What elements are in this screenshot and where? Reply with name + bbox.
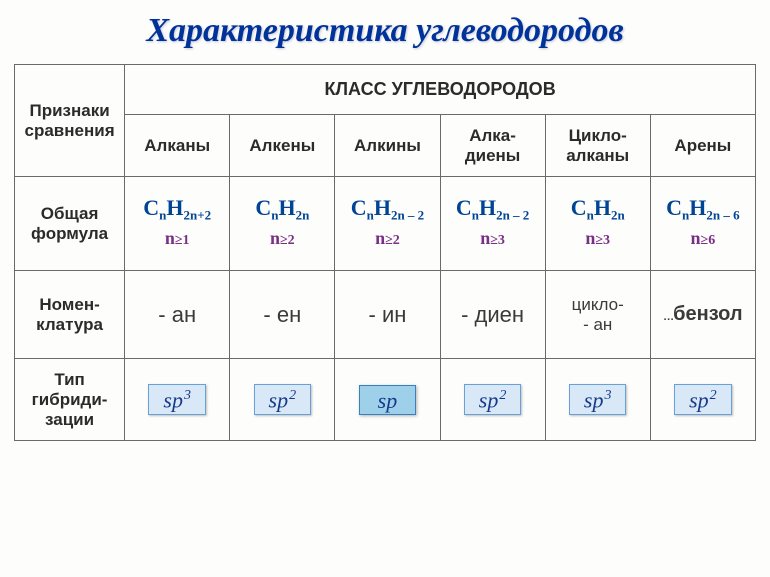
row-nomen-label: Номен- клатура [15, 271, 125, 359]
col-alkany: Алканы [125, 115, 230, 177]
formula-alkiny: CnH2n – 2n≥2 [335, 177, 440, 271]
row-nomenclature: Номен- клатура - ан - ен - ин - диен цик… [15, 271, 756, 359]
header-compare: Признаки сравнения [15, 65, 125, 177]
col-alkadieny-1: Алка- [469, 126, 516, 145]
row-formula-label-2: формула [31, 224, 108, 243]
row-hyb-label-2: гибриди- [32, 390, 108, 409]
formula-cycloalkany: CnH2nn≥3 [545, 177, 650, 271]
header-class-group: КЛАСС УГЛЕВОДОРОДОВ [125, 65, 756, 115]
table-header-row-1: Признаки сравнения КЛАСС УГЛЕВОДОРОДОВ [15, 65, 756, 115]
hyb-areny: sp2 [650, 359, 755, 441]
row-hyb-label-3: зации [45, 410, 94, 429]
row-nomen-label-1: Номен- [39, 295, 99, 314]
nomen-cycloalkany: цикло- - ан [545, 271, 650, 359]
formula-alkadieny: CnH2n – 2n≥3 [440, 177, 545, 271]
col-areny: Арены [650, 115, 755, 177]
hydrocarbon-table: Признаки сравнения КЛАСС УГЛЕВОДОРОДОВ А… [14, 64, 756, 441]
nomen-alkany: - ан [125, 271, 230, 359]
nomen-alkeny: - ен [230, 271, 335, 359]
nomen-areny: …бензол [650, 271, 755, 359]
col-alkiny: Алкины [335, 115, 440, 177]
col-alkadieny-2: диены [465, 146, 520, 165]
row-formula: Общая формула CnH2n+2n≥1 CnH2nn≥2 CnH2n … [15, 177, 756, 271]
nomen-alkadieny: - диен [440, 271, 545, 359]
slide: Характеристика углеводородов Признаки ср… [0, 0, 770, 577]
page-title: Характеристика углеводородов [0, 12, 770, 50]
col-alkadieny: Алка- диены [440, 115, 545, 177]
row-formula-label-1: Общая [41, 204, 99, 223]
hyb-chip: sp [359, 385, 417, 415]
hyb-alkany: sp3 [125, 359, 230, 441]
col-cycloalkany: Цикло- алканы [545, 115, 650, 177]
hyb-alkiny: sp [335, 359, 440, 441]
row-hyb-label-1: Тип [54, 370, 84, 389]
hyb-alkeny: sp2 [230, 359, 335, 441]
hyb-alkadieny: sp2 [440, 359, 545, 441]
formula-alkeny: CnH2nn≥2 [230, 177, 335, 271]
hyb-chip: sp2 [464, 384, 522, 414]
nomen-cyclo-2: - ан [583, 315, 612, 334]
col-cyclo-1: Цикло- [569, 126, 627, 145]
nomen-cyclo-1: цикло- [572, 295, 624, 314]
hyb-chip: sp2 [254, 384, 312, 414]
nomen-areny-text: бензол [673, 303, 742, 325]
row-nomen-label-2: клатура [36, 315, 103, 334]
hyb-cycloalkany: sp3 [545, 359, 650, 441]
nomen-areny-dots: … [663, 311, 673, 323]
formula-alkany: CnH2n+2n≥1 [125, 177, 230, 271]
col-alkeny: Алкены [230, 115, 335, 177]
hyb-chip: sp3 [148, 384, 206, 414]
col-cyclo-2: алканы [566, 146, 629, 165]
nomen-alkiny: - ин [335, 271, 440, 359]
hyb-chip: sp3 [569, 384, 627, 414]
row-hybridization: Тип гибриди- зации sp3 sp2 sp sp2 sp3 sp… [15, 359, 756, 441]
row-hyb-label: Тип гибриди- зации [15, 359, 125, 441]
hyb-chip: sp2 [674, 384, 732, 414]
formula-areny: CnH2n – 6n≥6 [650, 177, 755, 271]
table-header-row-2: Алканы Алкены Алкины Алка- диены Цикло- … [15, 115, 756, 177]
row-formula-label: Общая формула [15, 177, 125, 271]
